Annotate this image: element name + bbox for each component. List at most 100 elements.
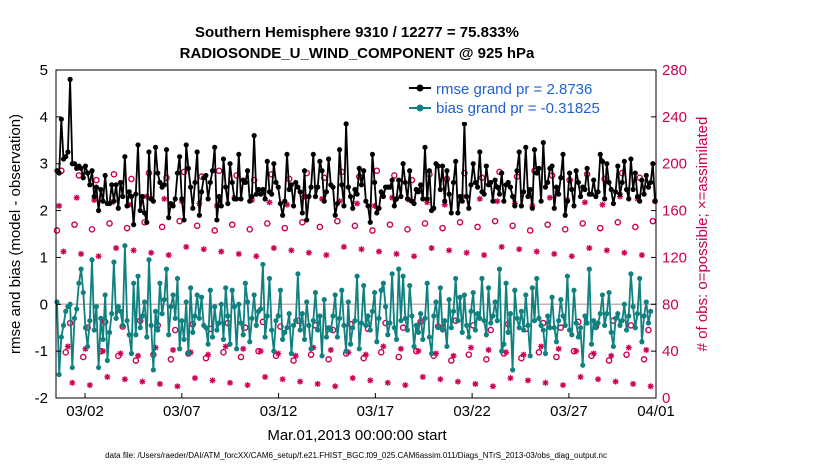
bias-series-point xyxy=(166,332,172,338)
bias-series-point xyxy=(564,273,571,279)
rmse-series-point xyxy=(448,210,454,216)
bias-series-point xyxy=(323,334,330,340)
obs-assimilated-marker xyxy=(489,383,496,390)
obs-possible-marker xyxy=(93,176,100,184)
rmse-series-point xyxy=(518,203,524,209)
obs-assimilated-stroke xyxy=(236,251,242,257)
rmse-series-point xyxy=(155,170,161,176)
obs-assimilated-stroke xyxy=(450,353,457,359)
bias-series-point xyxy=(95,364,102,371)
rmse-series-point xyxy=(157,179,163,186)
obs-possible-marker xyxy=(369,227,376,234)
bias-series-point xyxy=(71,315,78,321)
obs-assimilated-stroke xyxy=(490,383,496,389)
obs-assimilated-marker xyxy=(266,199,273,206)
obs-assimilated-stroke xyxy=(630,381,636,387)
rmse-series-point xyxy=(615,163,621,169)
obs-possible-marker xyxy=(561,226,569,233)
bias-series-point xyxy=(301,336,308,343)
rmse-series-point xyxy=(321,198,327,204)
obs-possible-marker xyxy=(158,223,166,231)
obs-assimilated-stroke xyxy=(586,245,592,251)
rmse-series-point xyxy=(95,207,102,214)
bias-series-point xyxy=(485,285,492,291)
bias-series-point xyxy=(402,315,408,321)
bias-series-point xyxy=(553,339,560,345)
obs-assimilated-marker xyxy=(227,379,234,386)
rmse-series-point xyxy=(553,184,560,190)
rmse-series-point xyxy=(218,203,224,209)
bias-series-point xyxy=(271,348,277,354)
bias-series-point xyxy=(464,322,470,328)
rmse-series-point xyxy=(564,198,571,204)
obs-possible-marker xyxy=(461,169,468,177)
rmse-series-point xyxy=(343,121,349,127)
bias-series-point xyxy=(58,334,64,340)
bias-series-point xyxy=(352,318,358,324)
obs-possible-marker xyxy=(627,322,635,329)
rmse-series-point xyxy=(194,149,200,155)
bias-series-point xyxy=(109,311,115,317)
bias-series-point xyxy=(645,320,652,326)
rmse-series-point xyxy=(523,144,529,150)
bias-series-point xyxy=(284,325,290,331)
rmse-series-point xyxy=(437,186,443,193)
rmse-series-point xyxy=(367,219,373,225)
rmse-series-point xyxy=(404,196,411,202)
bias-series-point xyxy=(411,343,417,350)
obs-assimilated-stroke xyxy=(113,245,119,251)
obs-assimilated-stroke xyxy=(161,196,167,202)
obs-assimilated-marker xyxy=(595,376,602,383)
bias-series-point xyxy=(418,311,424,317)
rmse-series-point xyxy=(431,205,437,211)
rmse-series-point xyxy=(255,186,262,193)
bias-series-point xyxy=(516,325,522,331)
bias-series-point xyxy=(115,304,121,310)
rmse-series-point xyxy=(446,191,452,197)
x-tick-label: 03/22 xyxy=(453,403,491,420)
rmse-series-point xyxy=(91,193,97,200)
rmse-series-point xyxy=(510,193,516,200)
rmse-series-point xyxy=(183,142,189,148)
y-tick-label: -1 xyxy=(35,343,48,360)
bias-series-point xyxy=(492,299,498,305)
obs-assimilated-marker xyxy=(581,199,588,206)
obs-possible-marker xyxy=(277,323,284,330)
bias-series-point xyxy=(220,336,227,343)
obs-assimilated-marker xyxy=(643,346,650,353)
bias-series-point xyxy=(520,327,527,333)
rmse-series-point xyxy=(192,179,198,186)
obs-assimilated-stroke xyxy=(122,376,128,382)
bias-series-point xyxy=(632,325,638,331)
bias-series-point xyxy=(150,367,156,373)
bias-series-point xyxy=(580,362,586,368)
rmse-series-point xyxy=(527,186,533,193)
obs-assimilated-stroke xyxy=(209,377,216,384)
bias-series-point xyxy=(244,299,251,305)
obs-assimilated-marker xyxy=(538,343,545,350)
obs-possible-marker xyxy=(360,354,367,362)
rmse-series-point xyxy=(315,184,321,190)
obs-assimilated-stroke xyxy=(363,351,369,358)
bias-series-point xyxy=(135,273,141,279)
rmse-series-point xyxy=(209,168,216,174)
y-right-tick-label: 240 xyxy=(662,109,687,126)
rmse-series-point xyxy=(356,165,362,171)
rmse-series-point xyxy=(242,179,248,186)
rmse-series-point xyxy=(418,182,424,188)
obs-assimilated-stroke xyxy=(516,246,522,252)
bias-series-point xyxy=(623,327,630,333)
bias-series-point xyxy=(242,280,248,286)
bias-series-point xyxy=(98,315,104,321)
obs-assimilated-marker xyxy=(468,344,475,351)
rmse-series-point xyxy=(648,179,654,186)
obs-assimilated-stroke xyxy=(341,244,347,250)
obs-assimilated-stroke xyxy=(411,253,417,259)
rmse-series-point xyxy=(393,196,400,202)
obs-assimilated-stroke xyxy=(455,378,461,385)
bias-series-point xyxy=(104,357,110,364)
bias-series-point xyxy=(181,336,187,343)
bias-series-point xyxy=(155,327,161,333)
bias-series-point xyxy=(597,311,603,317)
y-right-tick-label: 200 xyxy=(662,156,687,173)
